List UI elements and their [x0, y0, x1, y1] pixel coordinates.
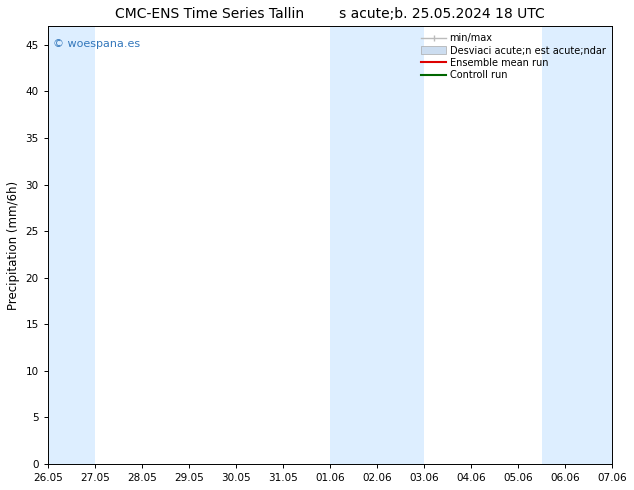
Y-axis label: Precipitation (mm/6h): Precipitation (mm/6h) — [7, 181, 20, 310]
Legend: min/max, Desviaci acute;n est acute;ndar, Ensemble mean run, Controll run: min/max, Desviaci acute;n est acute;ndar… — [420, 31, 607, 82]
Text: © woespana.es: © woespana.es — [53, 39, 141, 49]
Bar — [330, 26, 424, 464]
Title: CMC-ENS Time Series Tallin        s acute;b. 25.05.2024 18 UTC: CMC-ENS Time Series Tallin s acute;b. 25… — [115, 7, 545, 21]
Bar — [541, 26, 612, 464]
Bar — [48, 26, 95, 464]
